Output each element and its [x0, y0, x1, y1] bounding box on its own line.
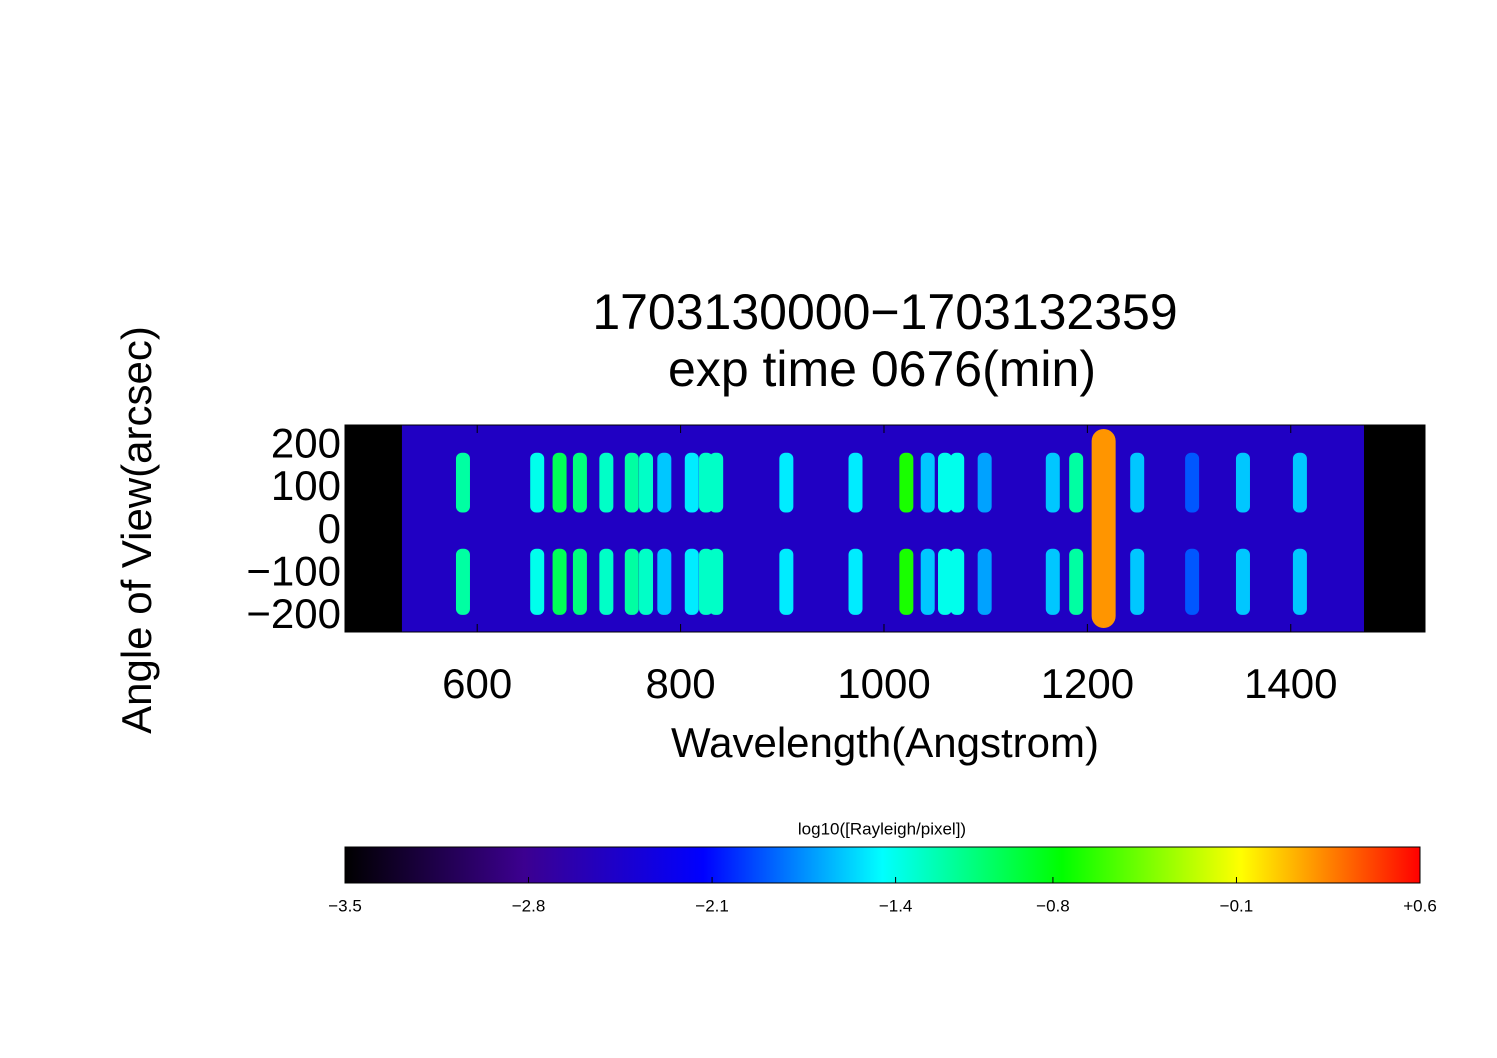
emission-line [950, 548, 965, 615]
emission-line [657, 452, 672, 513]
emission-line [899, 548, 914, 615]
x-tick-label: 1200 [1041, 660, 1134, 707]
y-tick-label: 100 [271, 462, 341, 509]
emission-line [1185, 548, 1200, 615]
colorbar-label: log10([Rayleigh/pixel]) [798, 819, 966, 838]
emission-line [977, 452, 992, 513]
emission-line [639, 452, 654, 513]
emission-line [530, 452, 545, 513]
y-axis-label: Angle of View(arcsec) [113, 326, 160, 734]
emission-line [938, 452, 952, 513]
emission-line [950, 452, 965, 513]
emission-line [599, 548, 614, 615]
emission-line [779, 548, 794, 615]
colorbar [344, 846, 1421, 884]
emission-line [977, 548, 992, 615]
y-tick-label: −100 [246, 547, 341, 594]
y-tick-label: 0 [318, 505, 341, 552]
emission-line [779, 452, 794, 513]
chart-title: 1703130000−1703132359 [592, 284, 1177, 340]
emission-line [709, 452, 724, 513]
x-tick-label: 1000 [837, 660, 930, 707]
emission-line [938, 548, 952, 615]
emission-line [572, 452, 587, 513]
emission-line [709, 548, 724, 615]
colorbar-tick-label: −0.1 [1220, 896, 1254, 915]
emission-line [920, 452, 935, 513]
emission-line [455, 548, 470, 615]
emission-line [599, 452, 614, 513]
emission-line [920, 548, 935, 615]
emission-line [1235, 548, 1250, 615]
y-tick-label: −200 [246, 590, 341, 637]
emission-line [848, 452, 863, 513]
emission-line [1185, 452, 1200, 513]
emission-line [624, 548, 639, 615]
colorbar-tick-label: −3.5 [328, 896, 362, 915]
colorbar-tick-label: +0.6 [1403, 896, 1437, 915]
emission-line [1045, 452, 1060, 513]
emission-line [455, 452, 470, 513]
colorbar-tick-label: −1.4 [879, 896, 913, 915]
emission-line [552, 452, 567, 513]
x-axis-label: Wavelength(Angstrom) [671, 719, 1099, 766]
emission-line [530, 548, 545, 615]
image-background [401, 425, 1364, 632]
emission-line [624, 452, 639, 513]
emission-line [552, 548, 567, 615]
x-tick-label: 600 [442, 660, 512, 707]
emission-line [1069, 452, 1084, 513]
emission-line [1292, 452, 1307, 513]
emission-line [657, 548, 672, 615]
emission-line [1130, 548, 1145, 615]
emission-line [572, 548, 587, 615]
emission-line [1045, 548, 1060, 615]
emission-line [1091, 429, 1116, 628]
emission-line [1069, 548, 1084, 615]
colorbar-tick-label: −0.8 [1036, 896, 1070, 915]
y-tick-label: 200 [271, 419, 341, 466]
x-tick-label: 1400 [1244, 660, 1337, 707]
emission-line [684, 452, 699, 513]
chart-subtitle: exp time 0676(min) [668, 341, 1096, 397]
colorbar-tick-label: −2.1 [695, 896, 729, 915]
colorbar-tick-label: −2.8 [512, 896, 546, 915]
emission-line [899, 452, 914, 513]
x-tick-label: 800 [646, 660, 716, 707]
emission-line [848, 548, 863, 615]
emission-line [1235, 452, 1250, 513]
emission-line [684, 548, 699, 615]
emission-line [1130, 452, 1145, 513]
plot-frame [344, 424, 1426, 633]
emission-line [1292, 548, 1307, 615]
emission-line [639, 548, 654, 615]
